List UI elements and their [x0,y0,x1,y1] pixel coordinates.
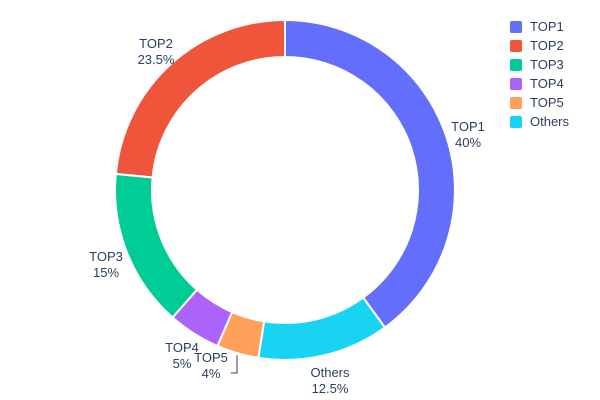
slice-label-top3: TOP3 15% [89,249,123,280]
legend-swatch-others [510,116,522,128]
legend-label: TOP1 [530,19,564,34]
legend-swatch-top4 [510,78,522,90]
legend-label: TOP5 [530,95,564,110]
slice-top1[interactable] [284,18,456,329]
legend-swatch-top1 [510,21,522,33]
slice-label-top5: TOP5 4% [194,350,228,381]
legend-swatch-top5 [510,97,522,109]
legend-label: TOP2 [530,38,564,53]
legend-item-top1[interactable]: TOP1 [510,20,569,34]
legend-label: TOP3 [530,57,564,72]
label-leader-line [231,355,238,374]
slice-top3[interactable] [114,172,199,319]
slice-top5[interactable] [216,310,266,360]
legend-item-top4[interactable]: TOP4 [510,77,569,91]
slice-label-top2: TOP2 23.5% [138,36,175,67]
legend-label: Others [530,114,570,129]
slice-others[interactable] [257,296,387,361]
legend-item-others[interactable]: Others [510,115,569,129]
legend-label: TOP4 [530,76,564,91]
legend: TOP1 TOP2 TOP3 TOP4 TOP5 Others [510,20,569,129]
slice-top4[interactable] [171,288,234,348]
slice-top2[interactable] [114,18,286,179]
slice-label-top1: TOP1 40% [451,119,485,150]
slice-label-top4: TOP4 5% [165,340,199,371]
legend-item-top3[interactable]: TOP3 [510,58,569,72]
legend-item-top2[interactable]: TOP2 [510,39,569,53]
legend-swatch-top3 [510,59,522,71]
slice-label-others: Others 12.5% [310,365,350,396]
legend-swatch-top2 [510,40,522,52]
legend-item-top5[interactable]: TOP5 [510,96,569,110]
